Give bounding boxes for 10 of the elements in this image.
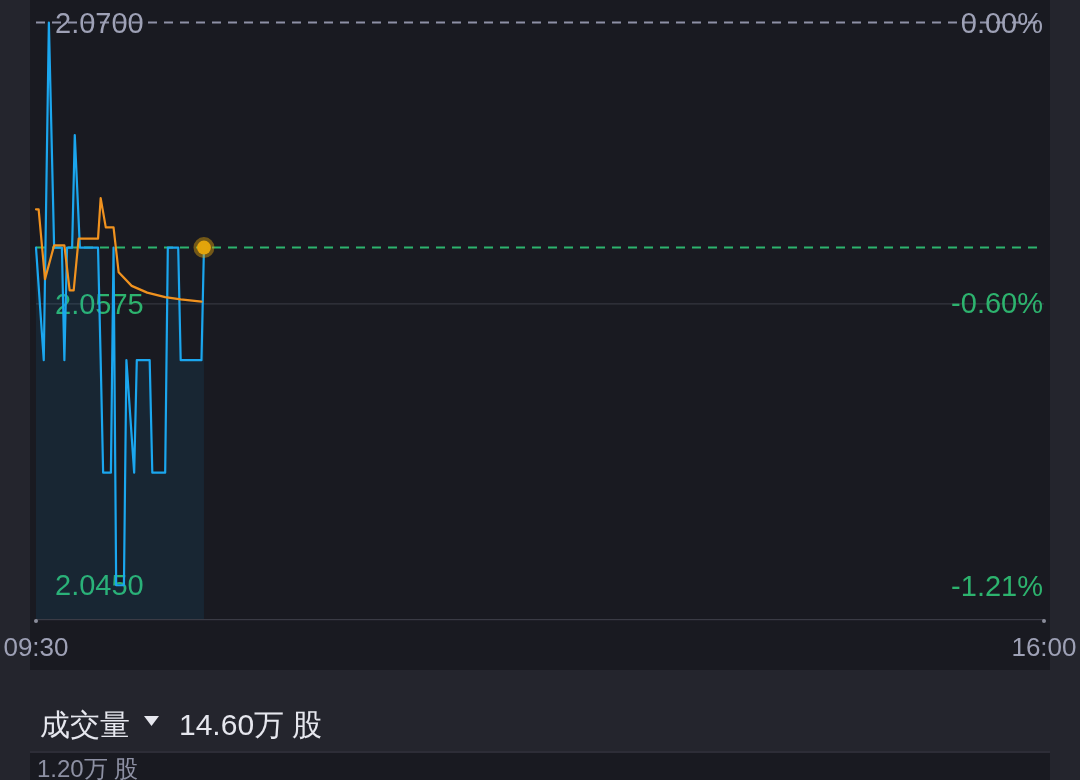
- x-tick-label: 09:30: [3, 632, 69, 662]
- y2-tick-label: 0.00%: [960, 7, 1043, 40]
- text: 1.20万 股: [37, 755, 139, 780]
- text: 14.60万 股: [179, 708, 323, 741]
- text: 成交量: [40, 708, 130, 741]
- y2-tick-label: -1.21%: [951, 570, 1043, 603]
- y-tick-label: 2.0700: [55, 6, 144, 39]
- y2-tick-label: -0.60%: [951, 286, 1043, 319]
- y-tick-label: 2.0450: [55, 569, 144, 602]
- x-tick-label: 16:00: [1011, 632, 1077, 662]
